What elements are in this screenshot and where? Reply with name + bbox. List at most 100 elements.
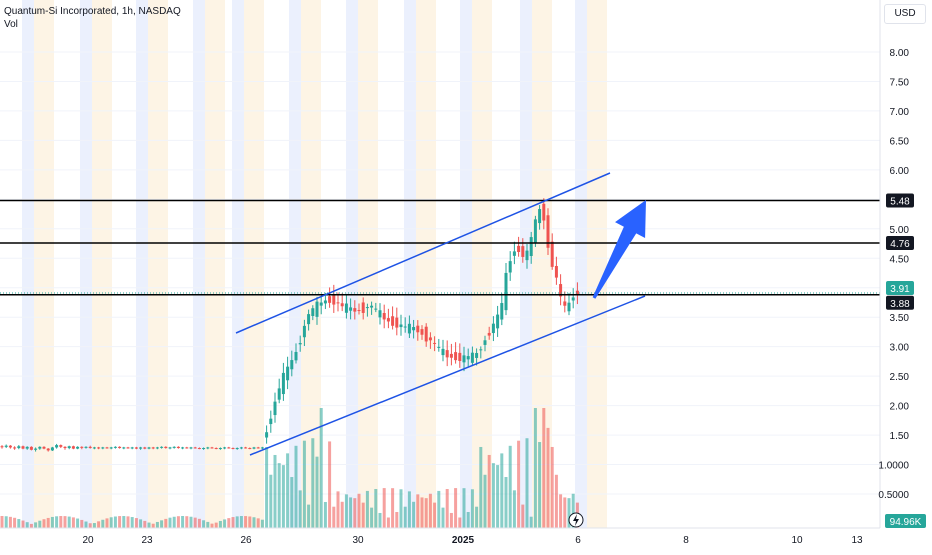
volume-bar [340, 501, 344, 528]
price-label-box [886, 193, 914, 208]
candle-body [433, 342, 437, 344]
volume-bar [483, 474, 487, 528]
volume-bar [134, 518, 138, 528]
candle-body [311, 308, 315, 317]
candle-body [168, 447, 172, 449]
volume-bar [181, 516, 185, 528]
volume-bar [546, 427, 550, 528]
legend: Quantum-Si Incorporated, 1h, NASDAQ Vol [4, 5, 181, 31]
candle-body [571, 297, 575, 301]
price-labels: 5.48 4.76 3.91 3.88 94.96K [885, 193, 926, 528]
price-tick-label: 2.00 [890, 402, 910, 413]
volume-bar [399, 489, 403, 528]
price-axis[interactable]: 8.007.507.006.506.005.505.004.504.003.50… [878, 0, 909, 528]
lightning-icon[interactable] [568, 512, 584, 528]
candle-body [160, 446, 164, 448]
candle-body [84, 446, 88, 448]
volume-bar [508, 445, 512, 528]
candles [0, 198, 579, 452]
price-tick-label: 0.5000 [878, 490, 909, 501]
volume-bar [336, 491, 340, 528]
candle-body [437, 346, 441, 348]
candle-body [504, 272, 508, 311]
volume-bar [361, 502, 365, 528]
night-session-band [80, 0, 92, 528]
volume-bar [151, 523, 155, 528]
volume-bar [172, 516, 176, 528]
misc [568, 512, 584, 528]
candle-body [122, 447, 126, 449]
candle-body [441, 348, 445, 356]
volume-bar [525, 438, 529, 528]
candle-body [353, 308, 357, 312]
candle-body [97, 447, 101, 449]
arrow-icon[interactable] [592, 200, 646, 299]
volume-bar [496, 465, 500, 528]
candle-body [256, 447, 260, 449]
volume-label-box [885, 514, 926, 528]
time-axis[interactable]: 20 23 26 30 2025 6 8 10 13 [0, 527, 880, 546]
price-label-text: 4.76 [890, 239, 910, 250]
volume-bar [533, 408, 537, 528]
time-tick-label: 8 [683, 535, 689, 546]
channel-lines[interactable] [235, 172, 646, 456]
volume-bar [298, 490, 302, 528]
volume-bar [462, 488, 466, 528]
volume-bar [332, 506, 336, 528]
target-arrow[interactable] [592, 200, 646, 299]
candle-body [462, 355, 466, 363]
volume-bar [567, 498, 571, 528]
volume-bar [248, 516, 252, 528]
currency-button[interactable]: USD [884, 4, 926, 24]
candle-body [105, 447, 109, 449]
volume-label-text: 94.96K [890, 517, 922, 528]
volume-bar [554, 474, 558, 528]
symbol-title[interactable]: Quantum-Si Incorporated, 1h, NASDAQ [4, 6, 181, 17]
volume-bar [311, 438, 315, 528]
price-tick-label: 2.50 [890, 372, 910, 383]
volume-legend[interactable]: Vol [4, 19, 18, 30]
channel-trendline[interactable] [235, 172, 611, 334]
candle-body [139, 447, 143, 449]
candle-body [332, 294, 336, 305]
volume-bar [386, 517, 390, 528]
candle-body [80, 446, 84, 448]
candle-body [349, 307, 353, 311]
volume-bar [185, 516, 189, 528]
time-tick-label: 26 [240, 535, 252, 546]
candle-body [298, 343, 302, 345]
extended-session-band [472, 0, 492, 528]
candle-body [206, 447, 210, 449]
price-tick-label: 7.00 [890, 107, 910, 118]
volume-bar [34, 522, 38, 528]
candle-body [487, 332, 491, 336]
volume-bar [105, 518, 109, 528]
candle-body [483, 340, 487, 345]
candle-body [370, 305, 374, 308]
volume-bar [193, 517, 197, 528]
volume-bar [130, 517, 134, 528]
volume-bar [307, 504, 311, 528]
candle-body [538, 209, 542, 224]
volume-bar [395, 511, 399, 528]
volume-bar [294, 445, 298, 528]
candle-body [319, 302, 323, 306]
candle-body [71, 446, 75, 449]
candle-body [143, 447, 147, 449]
volume-bar [76, 518, 80, 528]
candle-body [529, 237, 533, 256]
volume-bar [286, 453, 290, 528]
price-tick-label: 3.50 [890, 313, 910, 324]
extended-session-band [587, 0, 607, 528]
channel-trendline[interactable] [249, 295, 646, 456]
candle-body [391, 316, 395, 326]
candle-body [454, 352, 458, 361]
volume-bar [63, 516, 67, 528]
volume-bar [445, 489, 449, 528]
volume-bar [365, 490, 369, 528]
candle-body [273, 401, 277, 416]
time-tick-label: 20 [82, 535, 94, 546]
horizontal-levels[interactable] [0, 199, 880, 296]
